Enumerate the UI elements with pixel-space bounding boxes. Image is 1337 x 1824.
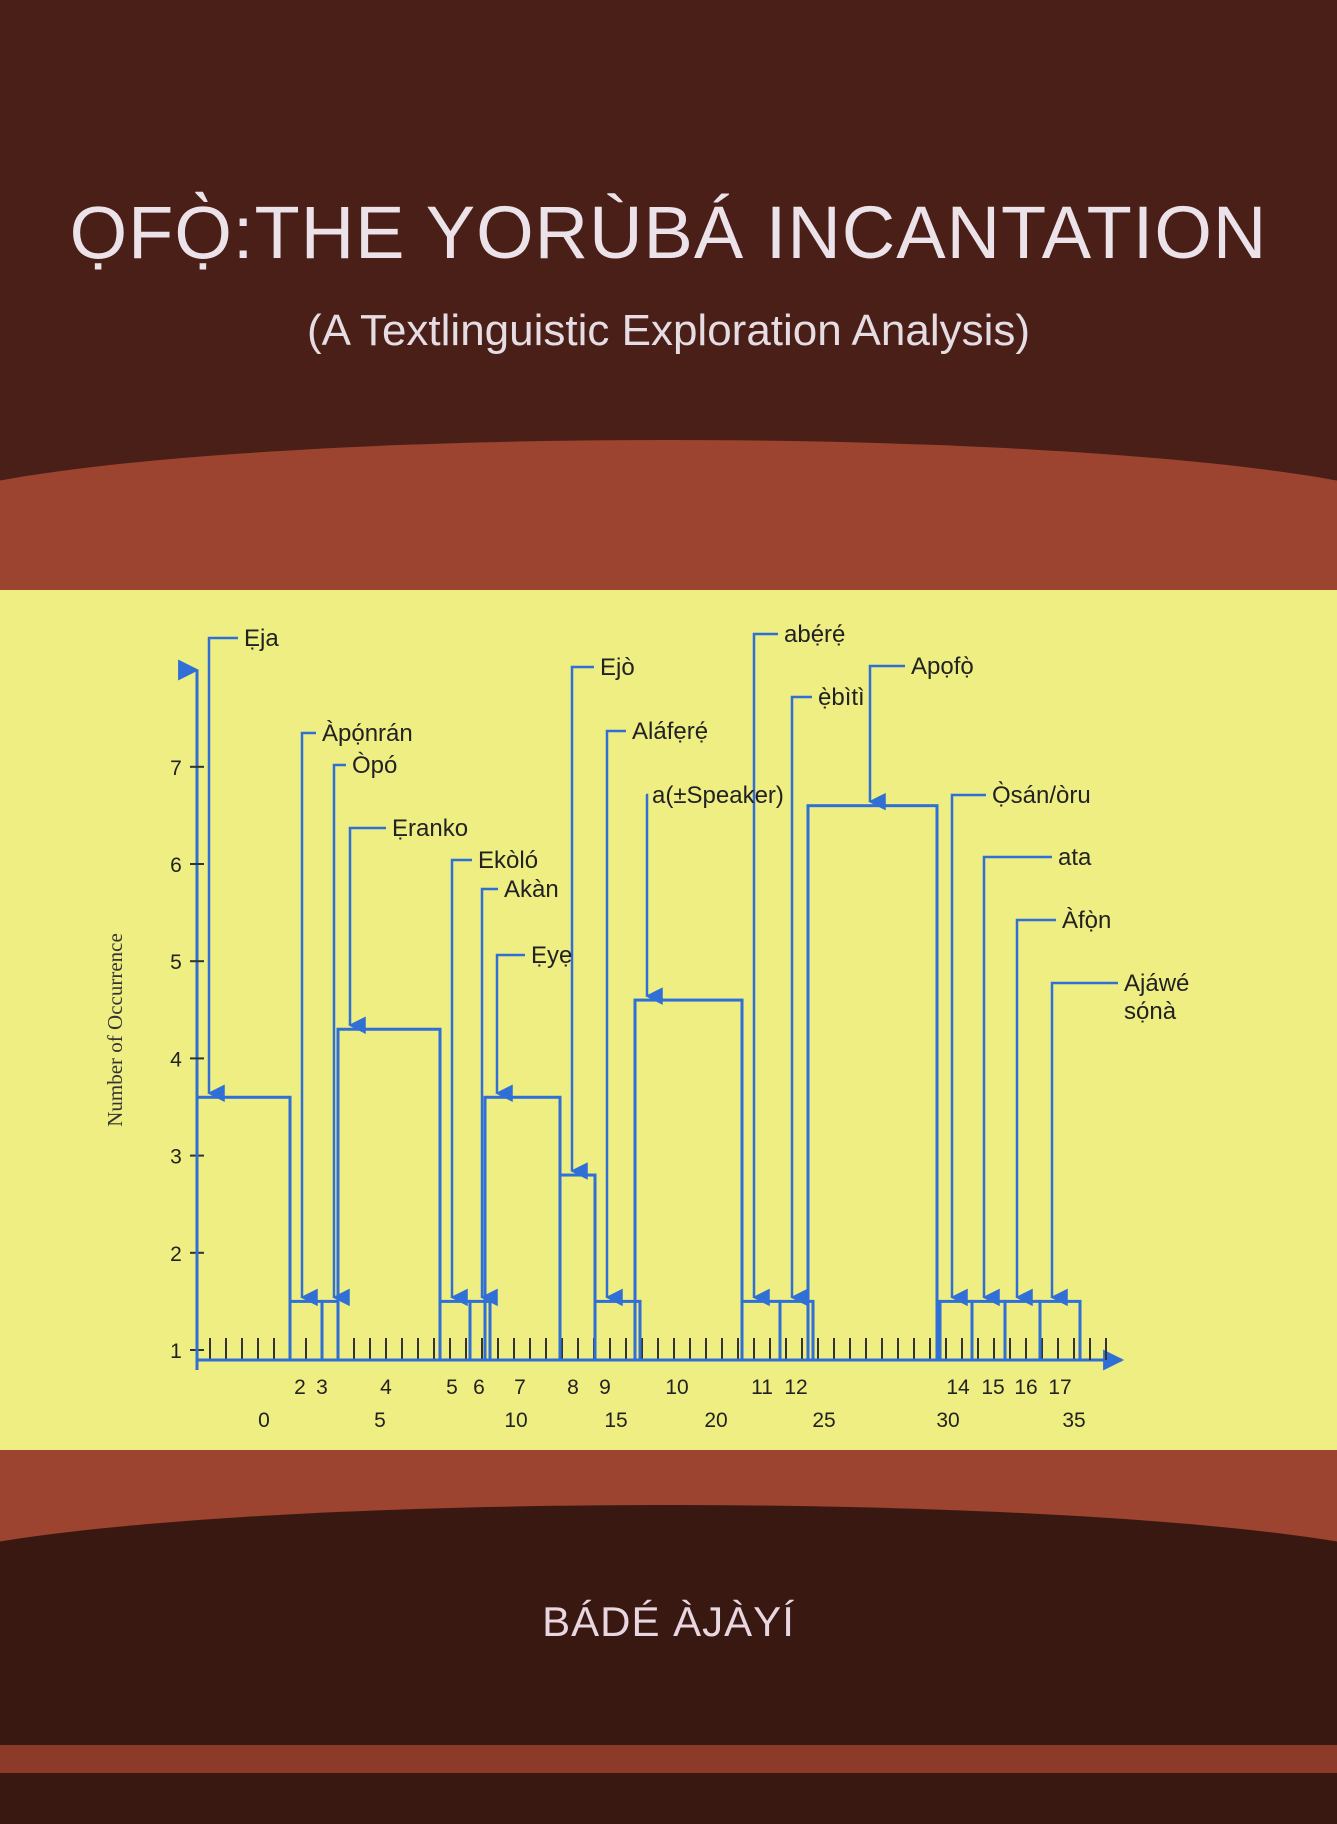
pointer-arrow (868, 664, 905, 811)
x-tick-label-upper: 15 (981, 1376, 1004, 1399)
x-tick-label-upper: 10 (665, 1376, 688, 1399)
bar-label: Ọ̀sán/òru (992, 781, 1091, 809)
x-tick-label-upper: 16 (1014, 1376, 1037, 1399)
cover-bottom-panel (0, 1505, 1337, 1824)
x-tick-label-lower: 20 (704, 1409, 727, 1432)
bar-label: Òpó (352, 752, 397, 779)
pointer-arrow (207, 636, 238, 1103)
bar-label: Ejò (600, 654, 635, 681)
bar (558, 1173, 597, 1362)
pointer-arrow (332, 763, 350, 1307)
pointer-arrow (570, 665, 594, 1180)
y-tick-label: 4 (170, 1048, 182, 1071)
x-tick-label-lower: 25 (812, 1409, 835, 1432)
y-tick-label: 6 (170, 854, 182, 877)
bar-label: Ẹyẹ (531, 942, 572, 969)
pointer-arrow (645, 793, 663, 1005)
x-tick-label-lower: 10 (504, 1409, 527, 1432)
bar-label: Ẹja (244, 625, 279, 652)
bar (938, 1299, 974, 1362)
x-tick-label-upper: 6 (473, 1376, 485, 1399)
bar-label: Apọfọ̀ (911, 653, 974, 680)
x-tick-label-upper: 9 (599, 1376, 611, 1399)
bar-label: Akàn (504, 876, 559, 903)
x-tick-label-lower: 30 (936, 1409, 959, 1432)
bar (633, 998, 744, 1362)
pointer-arrow (348, 826, 386, 1034)
pointer-arrow (300, 731, 318, 1307)
bar (320, 1299, 340, 1362)
pointer-arrow (790, 695, 812, 1307)
x-tick-label-upper: 3 (316, 1376, 328, 1399)
x-tick-label-lower: 0 (258, 1409, 270, 1432)
book-subtitle: (A Textlinguistic Exploration Analysis) (306, 306, 1031, 355)
pointer-arrow (480, 887, 498, 1307)
bar-label: abẹ́rẹ́ (784, 621, 845, 648)
x-tick-label-lower: 35 (1062, 1409, 1085, 1432)
author-name: BÁDÉ ÀJÀYÍ (542, 1598, 795, 1645)
bar-label: Ajáwé sọ́nà (1124, 970, 1189, 1025)
x-tick-label-upper: 4 (380, 1376, 392, 1399)
y-tick-label: 2 (170, 1243, 182, 1266)
x-tick-label-upper: 14 (946, 1376, 970, 1399)
cover-bottom-stripe (0, 1745, 1337, 1773)
x-tick-label-lower: 15 (604, 1409, 627, 1432)
y-tick-label: 7 (170, 757, 182, 780)
bar-label: Ekòló (478, 847, 538, 874)
pointer-arrow (1050, 981, 1118, 1307)
bar (483, 1095, 562, 1362)
y-tick-label: 1 (170, 1340, 182, 1363)
y-axis-label: Number of Occurrence (103, 933, 127, 1127)
x-tick-label-upper: 11 (751, 1376, 773, 1399)
bar (195, 1095, 292, 1362)
x-tick-label-upper: 17 (1048, 1376, 1071, 1399)
bar-label: ata (1058, 844, 1092, 871)
x-tick-label-upper: 12 (784, 1376, 807, 1399)
x-tick-label-upper: 5 (446, 1376, 458, 1399)
bar (468, 1299, 492, 1362)
bar-label: a(±Speaker) (652, 782, 784, 809)
y-tick-label: 3 (170, 1146, 182, 1169)
bar (593, 1299, 642, 1362)
pointer-arrow (950, 793, 986, 1307)
bar-label: Àpọ́nrán (322, 720, 413, 747)
x-tick-label-lower: 5 (374, 1409, 386, 1432)
pointer-arrow (982, 855, 1052, 1307)
bar (806, 804, 939, 1362)
pointer-arrow (752, 632, 778, 1307)
bar (336, 1027, 442, 1362)
x-tick-label-upper: 8 (567, 1376, 579, 1399)
x-tick-label-upper: 7 (514, 1376, 526, 1399)
bar-label: Ẹranko (392, 815, 468, 842)
book-title: ỌFỌ̀:THE YORÙBÁ INCANTATION (69, 191, 1268, 274)
y-tick-label: 5 (170, 951, 182, 974)
pointer-arrow (495, 953, 525, 1103)
bar-label: Aláfẹrẹ́ (632, 718, 708, 745)
bar-label: Àfọ̀n (1062, 907, 1111, 934)
bar (740, 1299, 782, 1362)
pointer-arrow (450, 858, 472, 1307)
bar-label: ẹ̀bìtì (818, 684, 865, 711)
chart-panel (0, 590, 1337, 1455)
pointer-arrow (605, 729, 626, 1307)
bar (970, 1299, 1007, 1362)
pointer-arrow (1015, 918, 1056, 1307)
x-tick-label-upper: 2 (294, 1376, 306, 1399)
